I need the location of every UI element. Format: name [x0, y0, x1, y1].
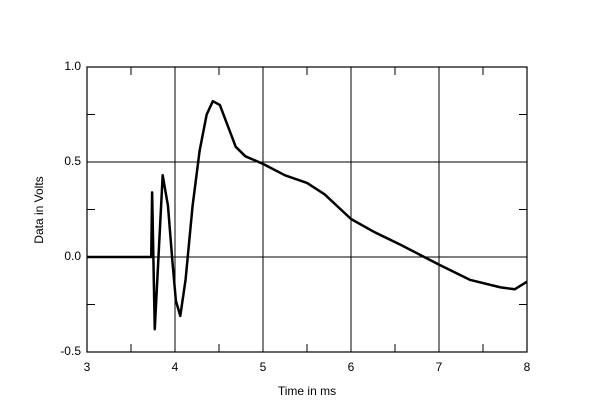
- y-tick-label: 0.5: [64, 154, 81, 168]
- y-tick-label: -0.5: [60, 344, 81, 358]
- y-axis-label: Data in Volts: [32, 176, 46, 243]
- x-tick-label: 6: [348, 360, 355, 374]
- x-tick-label: 3: [84, 360, 91, 374]
- x-tick-label: 7: [436, 360, 443, 374]
- data-line: [87, 99, 528, 331]
- x-tick-label: 4: [172, 360, 179, 374]
- x-axis-label: Time in ms: [278, 384, 336, 398]
- x-tick-label: 5: [260, 360, 267, 374]
- plot-frame: [86, 66, 528, 353]
- y-tick-label: 0.0: [64, 249, 81, 263]
- x-tick-label: 8: [524, 360, 531, 374]
- y-tick-label: 1.0: [64, 59, 81, 73]
